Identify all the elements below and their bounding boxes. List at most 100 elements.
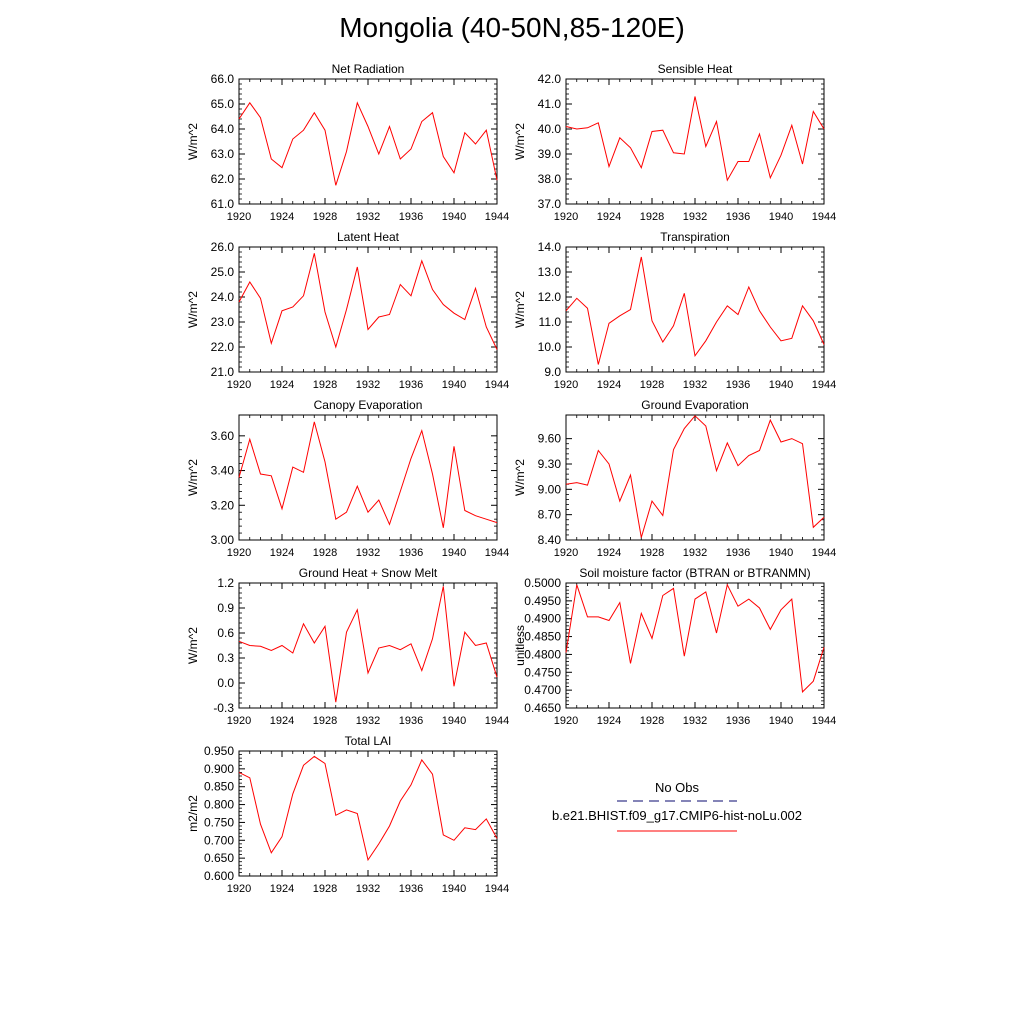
series-line: [238, 755, 498, 862]
series-line: [565, 583, 825, 693]
x-tick-label: 1944: [812, 211, 836, 223]
y-tick-label: 0.5000: [524, 576, 561, 590]
x-tick-label: 1940: [442, 715, 466, 727]
x-tick-label: 1944: [812, 715, 836, 727]
series-line: [565, 96, 825, 182]
y-tick-label: 0.600: [204, 869, 234, 883]
y-tick-label: 63.0: [211, 147, 235, 161]
x-tick-label: 1936: [399, 715, 423, 727]
series-line: [238, 586, 498, 703]
y-tick-label: 0.0: [217, 676, 234, 690]
x-tick-label: 1944: [485, 547, 509, 559]
panel-title: Ground Evaporation: [641, 398, 748, 412]
y-tick-label: 0.4850: [524, 630, 561, 644]
x-tick-label: 1936: [399, 547, 423, 559]
chart-panel: 1920 1924 1928 1932 1936 1940 1944 0.600 0.650 0.…: [186, 734, 509, 895]
x-tick-label: 1936: [399, 883, 423, 895]
y-axis-label: W/m^2: [186, 291, 200, 328]
y-tick-label: 3.60: [211, 429, 235, 443]
legend-obs-label: No Obs: [655, 780, 700, 795]
y-tick-label: 21.0: [211, 365, 235, 379]
y-tick-label: 0.700: [204, 833, 234, 847]
chart-panel: 1920 1924 1928 1932 1936 1940 1944 37.0 38.0 39.0…: [513, 62, 836, 223]
chart-panel: 1920 1924 1928 1932 1936 1940 1944 3.00 3.20 3.40…: [186, 398, 509, 559]
plot-frame: [565, 414, 825, 541]
y-tick-label: 8.70: [538, 508, 562, 522]
x-tick-label: 1936: [726, 547, 750, 559]
y-tick-label: 41.0: [538, 97, 562, 111]
y-axis-label: W/m^2: [186, 123, 200, 160]
x-tick-label: 1932: [356, 883, 380, 895]
panel-title: Canopy Evaporation: [314, 398, 423, 412]
x-tick-label: 1928: [313, 211, 337, 223]
x-tick-label: 1924: [597, 715, 621, 727]
y-axis-label: W/m^2: [513, 291, 527, 328]
panel-title: Transpiration: [660, 230, 730, 244]
x-tick-label: 1920: [554, 547, 578, 559]
x-tick-label: 1920: [554, 715, 578, 727]
y-axis-label: W/m^2: [513, 123, 527, 160]
x-tick-label: 1936: [726, 211, 750, 223]
y-tick-label: 64.0: [211, 122, 235, 136]
legend-model-label: b.e21.BHIST.f09_g17.CMIP6-hist-noLu.002: [552, 808, 802, 823]
chart-panel: 1920 1924 1928 1932 1936 1940 1944 8.40 8.70 9.00…: [513, 398, 836, 559]
x-tick-label: 1928: [640, 715, 664, 727]
y-tick-label: 1.2: [217, 576, 234, 590]
x-tick-label: 1920: [554, 379, 578, 391]
panel-title: Latent Heat: [337, 230, 400, 244]
page-title: Mongolia (40-50N,85-120E): [339, 12, 685, 43]
x-tick-label: 1924: [270, 379, 294, 391]
panel-title: Sensible Heat: [658, 62, 733, 76]
x-tick-label: 1944: [812, 379, 836, 391]
y-tick-label: 14.0: [538, 240, 562, 254]
x-tick-label: 1932: [683, 715, 707, 727]
y-tick-label: 0.850: [204, 780, 234, 794]
plot-frame: [238, 246, 498, 373]
x-tick-label: 1936: [726, 715, 750, 727]
y-tick-label: 38.0: [538, 172, 562, 186]
y-tick-label: 0.4800: [524, 647, 561, 661]
y-axis-label: m2/m2: [186, 795, 200, 832]
chart-panel: 1920 1924 1928 1932 1936 1940 1944 -0.3 0.0 0.3 0.…: [186, 566, 509, 727]
x-tick-label: 1932: [683, 379, 707, 391]
y-tick-label: 0.4700: [524, 683, 561, 697]
plot-frame: [238, 750, 498, 877]
y-tick-label: 42.0: [538, 72, 562, 86]
y-tick-label: 23.0: [211, 315, 235, 329]
y-tick-label: 0.6: [217, 626, 234, 640]
panel-title: Net Radiation: [332, 62, 405, 76]
y-tick-label: 61.0: [211, 197, 235, 211]
y-tick-label: 0.950: [204, 744, 234, 758]
y-tick-label: 25.0: [211, 265, 235, 279]
panel-title: Total LAI: [345, 734, 392, 748]
chart-panels: 1920 1924 1928 1932 1936 1940 1944 61.0 62.0 63.0…: [186, 62, 836, 895]
x-tick-label: 1920: [227, 379, 251, 391]
series-line: [565, 256, 825, 365]
x-tick-label: 1924: [270, 883, 294, 895]
y-tick-label: 26.0: [211, 240, 235, 254]
x-tick-label: 1940: [769, 379, 793, 391]
y-tick-label: 0.750: [204, 815, 234, 829]
y-tick-label: 0.3: [217, 651, 234, 665]
x-tick-label: 1944: [485, 715, 509, 727]
chart-panel: 1920 1924 1928 1932 1936 1940 1944 9.0 10.0 11.0 1…: [513, 230, 836, 391]
y-tick-label: 66.0: [211, 72, 235, 86]
panel-title: Ground Heat + Snow Melt: [299, 566, 438, 580]
y-tick-label: 65.0: [211, 97, 235, 111]
y-tick-label: 0.4750: [524, 665, 561, 679]
y-tick-label: 9.00: [538, 482, 562, 496]
y-tick-label: 0.4950: [524, 594, 561, 608]
x-tick-label: 1936: [399, 211, 423, 223]
y-tick-label: 37.0: [538, 197, 562, 211]
x-tick-label: 1932: [356, 379, 380, 391]
y-tick-label: 3.00: [211, 533, 235, 547]
y-tick-label: 22.0: [211, 340, 235, 354]
x-tick-label: 1920: [227, 211, 251, 223]
y-tick-label: 0.900: [204, 762, 234, 776]
x-tick-label: 1920: [554, 211, 578, 223]
y-tick-label: 0.650: [204, 851, 234, 865]
y-tick-label: 62.0: [211, 172, 235, 186]
x-tick-label: 1924: [270, 715, 294, 727]
y-axis-label: W/m^2: [186, 459, 200, 496]
